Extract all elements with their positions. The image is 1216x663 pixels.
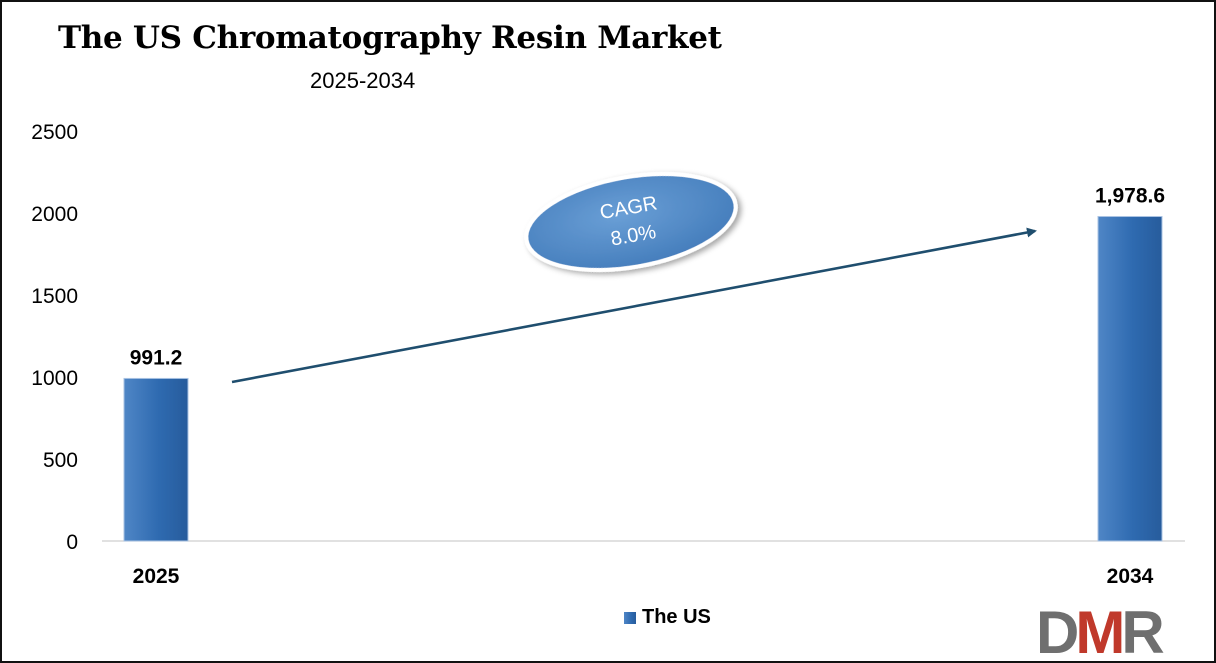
logo-text: DMR: [1036, 605, 1164, 657]
x-tick-label: 2025: [133, 565, 180, 588]
bar-2034: [1097, 216, 1163, 542]
y-tick-label: 2500: [31, 121, 78, 144]
legend: The US: [624, 606, 711, 629]
data-label: 1,978.6: [1095, 185, 1165, 208]
chart-title: The US Chromatography Resin Market: [58, 20, 722, 56]
y-tick-label: 500: [43, 449, 78, 472]
x-axis-labels: 2025 2034: [133, 565, 1154, 588]
y-tick-label: 0: [66, 531, 78, 554]
legend-label: The US: [642, 606, 711, 628]
bar-2025: [123, 377, 189, 542]
data-label: 991.2: [130, 346, 183, 369]
y-tick-label: 1000: [31, 367, 78, 390]
y-tick-label: 2000: [31, 203, 78, 226]
x-tick-label: 2034: [1107, 565, 1154, 588]
dmr-logo: DMR: [1036, 605, 1168, 657]
legend-swatch: [624, 611, 636, 624]
y-tick-label: 1500: [31, 285, 78, 308]
growth-arrow: [231, 227, 1037, 384]
cagr-badge: CAGR 8.0%: [524, 172, 738, 272]
chart-subtitle: 2025-2034: [310, 68, 416, 93]
y-axis-ticks: 0 500 1000 1500 2000 2500: [31, 121, 78, 554]
bars-group: 991.2 1,978.6: [123, 185, 1165, 542]
